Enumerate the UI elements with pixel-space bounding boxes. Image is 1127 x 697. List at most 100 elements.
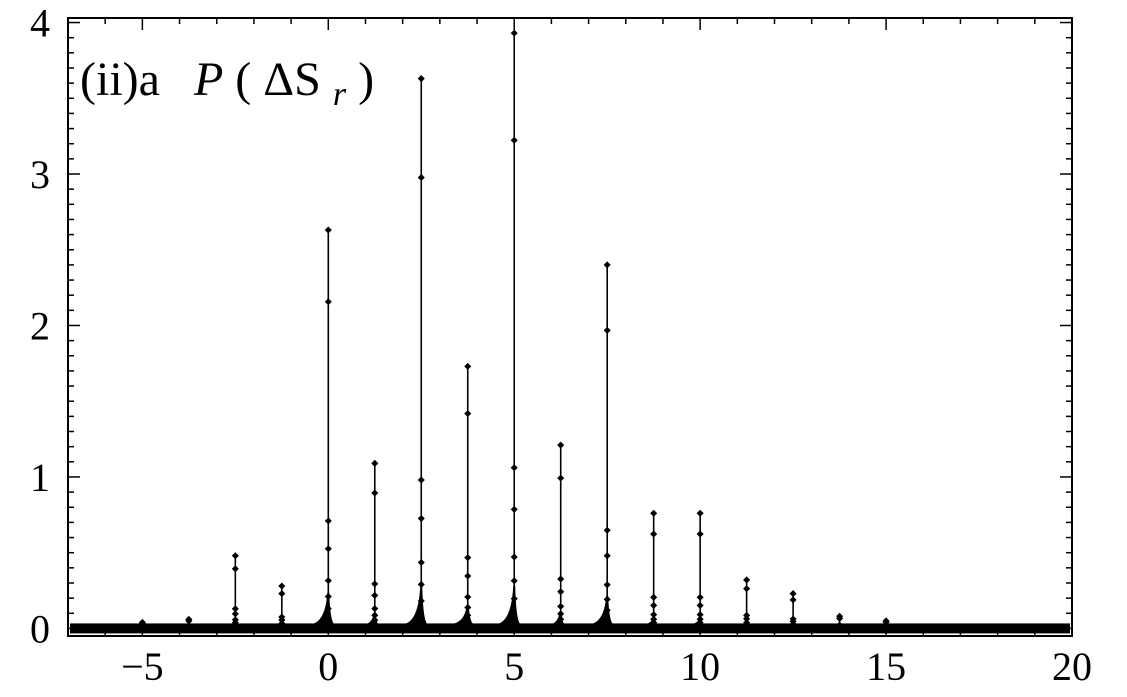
- peak-marker: [464, 554, 472, 562]
- peak-marker: [603, 552, 611, 560]
- peak-marker: [743, 615, 751, 623]
- peak: [447, 362, 475, 629]
- peak: [275, 582, 286, 629]
- peak: [836, 612, 844, 629]
- peak-marker: [464, 593, 472, 601]
- title-subscript: r: [333, 76, 347, 113]
- peak-marker: [417, 174, 425, 182]
- peak-marker: [696, 601, 704, 609]
- peak-marker: [464, 603, 472, 611]
- peak-marker: [650, 601, 658, 609]
- peak-marker: [464, 611, 472, 619]
- peak-marker: [557, 474, 565, 482]
- peak-marker: [510, 577, 518, 585]
- peak-marker: [324, 226, 332, 234]
- peak-marker: [510, 505, 518, 513]
- peak-marker: [231, 621, 239, 629]
- peak-marker: [510, 464, 518, 472]
- peak: [882, 617, 890, 629]
- y-tick-label: 3: [30, 152, 50, 197]
- peak-marker: [324, 517, 332, 525]
- peak-marker: [417, 558, 425, 566]
- peak-marker: [185, 617, 193, 625]
- peak-marker: [789, 596, 797, 604]
- peak-marker: [371, 459, 379, 467]
- peak: [494, 29, 522, 629]
- peak-marker: [371, 616, 379, 624]
- peak-marker: [231, 605, 239, 613]
- peak: [308, 226, 336, 629]
- peaks: [138, 29, 890, 629]
- peak-marker: [696, 509, 704, 517]
- peak-marker: [557, 615, 565, 623]
- title-close-paren: ): [358, 53, 374, 106]
- peak-marker: [650, 530, 658, 538]
- x-tick-label: 10: [680, 644, 720, 689]
- peak-marker: [231, 565, 239, 573]
- y-tick-label: 1: [30, 455, 50, 500]
- peak-marker: [417, 476, 425, 484]
- peak-marker: [557, 441, 565, 449]
- peak-marker: [696, 593, 704, 601]
- peak-marker: [324, 604, 332, 613]
- title-open-paren: (: [235, 53, 251, 106]
- peak-marker: [278, 621, 286, 629]
- peak-marker: [603, 326, 611, 334]
- peak-marker: [324, 593, 332, 601]
- peak-marker: [510, 595, 518, 603]
- peak-marker: [324, 545, 332, 553]
- tick-labels: −5 0 5 10 15 20 0 1 2 3 4: [30, 1, 1092, 689]
- peak-marker: [371, 489, 379, 497]
- peak-marker: [789, 620, 797, 628]
- peak-marker: [743, 585, 751, 593]
- peak-marker: [417, 514, 425, 522]
- peak-marker: [882, 618, 890, 626]
- x-tick-label: 20: [1052, 644, 1092, 689]
- peak-marker: [278, 582, 286, 590]
- peak-marker: [324, 577, 332, 585]
- peak-marker: [231, 552, 239, 560]
- title-delta: ΔS: [263, 53, 321, 106]
- peak: [787, 590, 798, 629]
- peak-marker: [603, 581, 611, 589]
- peak-marker: [743, 621, 751, 629]
- x-tick-label: 0: [318, 644, 338, 689]
- peak-marker: [557, 575, 565, 583]
- peak: [229, 552, 240, 629]
- y-tick-label: 2: [30, 303, 50, 348]
- peak-marker: [557, 588, 565, 596]
- y-tick-label: 4: [30, 1, 50, 46]
- peak-marker: [510, 553, 518, 561]
- peak-marker: [464, 572, 472, 580]
- baseline-band: [70, 623, 1070, 634]
- peak-marker: [557, 610, 565, 618]
- peak-marker: [278, 590, 286, 598]
- peak-marker: [510, 29, 518, 37]
- peak-marker: [696, 619, 704, 627]
- peak: [740, 576, 751, 629]
- peak: [587, 261, 615, 629]
- peak-marker: [603, 261, 611, 269]
- peak-marker: [696, 530, 704, 538]
- peak-shoulder: [494, 586, 522, 625]
- peak-marker: [417, 75, 425, 83]
- peak: [185, 615, 193, 629]
- peak-marker: [231, 610, 239, 618]
- peak: [548, 441, 565, 629]
- peak-marker: [650, 593, 658, 601]
- peak-marker: [603, 526, 611, 534]
- peak-marker: [836, 621, 844, 629]
- peak-marker: [603, 595, 611, 603]
- chart-title: (ii)a P ( ΔS r ): [80, 53, 374, 116]
- peak: [641, 509, 658, 629]
- peak-marker: [417, 597, 425, 605]
- ticks: [67, 18, 1073, 636]
- peak-marker: [371, 605, 379, 613]
- peak-marker: [557, 602, 565, 610]
- y-tick-label: 0: [30, 606, 50, 651]
- peak-marker: [371, 611, 379, 619]
- peak: [401, 75, 429, 629]
- x-tick-label: 5: [504, 644, 524, 689]
- peak: [688, 509, 705, 629]
